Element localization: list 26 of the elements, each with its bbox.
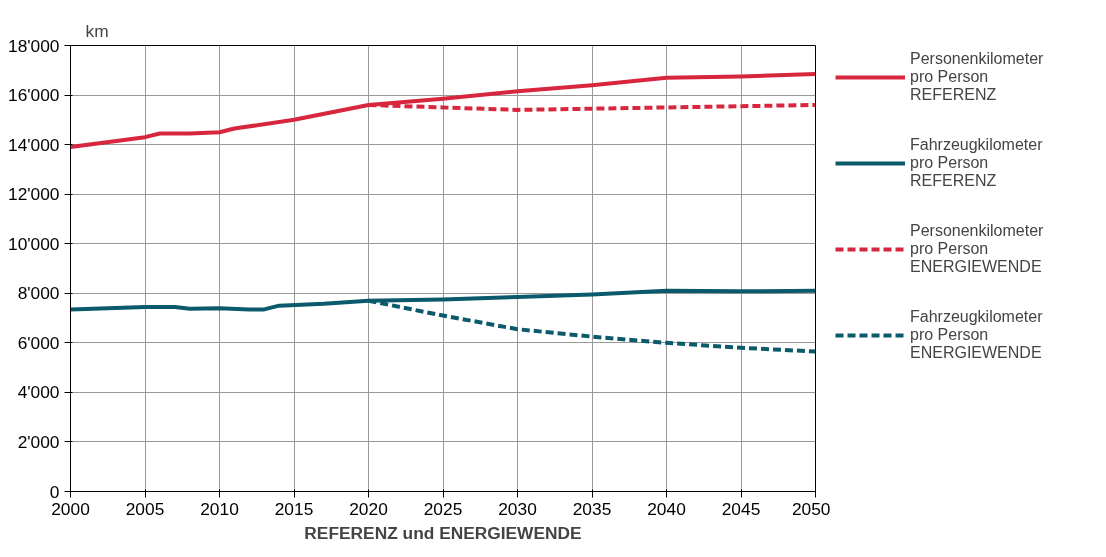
y-axis-title: km xyxy=(85,20,109,41)
x-tick-label: 2025 xyxy=(423,498,463,519)
legend-label: Personenkilometer pro Person REFERENZ xyxy=(910,50,1044,104)
line-series xyxy=(70,71,816,150)
legend-label: Fahrzeugkilometer pro Person ENERGIEWENDE xyxy=(910,308,1043,362)
x-tick-label: 2040 xyxy=(647,498,686,519)
y-tick-label: 14'000 xyxy=(8,134,60,155)
y-tick-label: 12'000 xyxy=(8,184,60,205)
y-tick-label: 16'000 xyxy=(8,85,60,106)
x-tick-label: 2010 xyxy=(200,498,239,519)
y-tick-label: 18'000 xyxy=(8,35,60,56)
y-tick-label: 6'000 xyxy=(17,332,60,353)
y-tick-label: 8'000 xyxy=(17,283,60,304)
y-tick-label: 2'000 xyxy=(17,431,60,452)
x-axis-title: REFERENZ und ENERGIEWENDE xyxy=(304,522,582,543)
x-tick-label: 2045 xyxy=(721,498,761,519)
x-tick-label: 2005 xyxy=(125,498,165,519)
y-tick-label: 4'000 xyxy=(17,382,60,403)
y-tick-label: 10'000 xyxy=(8,233,60,254)
x-tick-label: 2030 xyxy=(498,498,537,519)
x-tick-label: 2050 xyxy=(791,498,831,519)
legend-label: Fahrzeugkilometer pro Person REFERENZ xyxy=(910,136,1043,190)
x-tick-label: 2015 xyxy=(274,498,314,519)
x-tick-label: 2035 xyxy=(572,498,612,519)
legend-label: Personenkilometer pro Person ENERGIEWENDE xyxy=(910,222,1044,276)
x-tick-label: 2020 xyxy=(349,498,388,519)
